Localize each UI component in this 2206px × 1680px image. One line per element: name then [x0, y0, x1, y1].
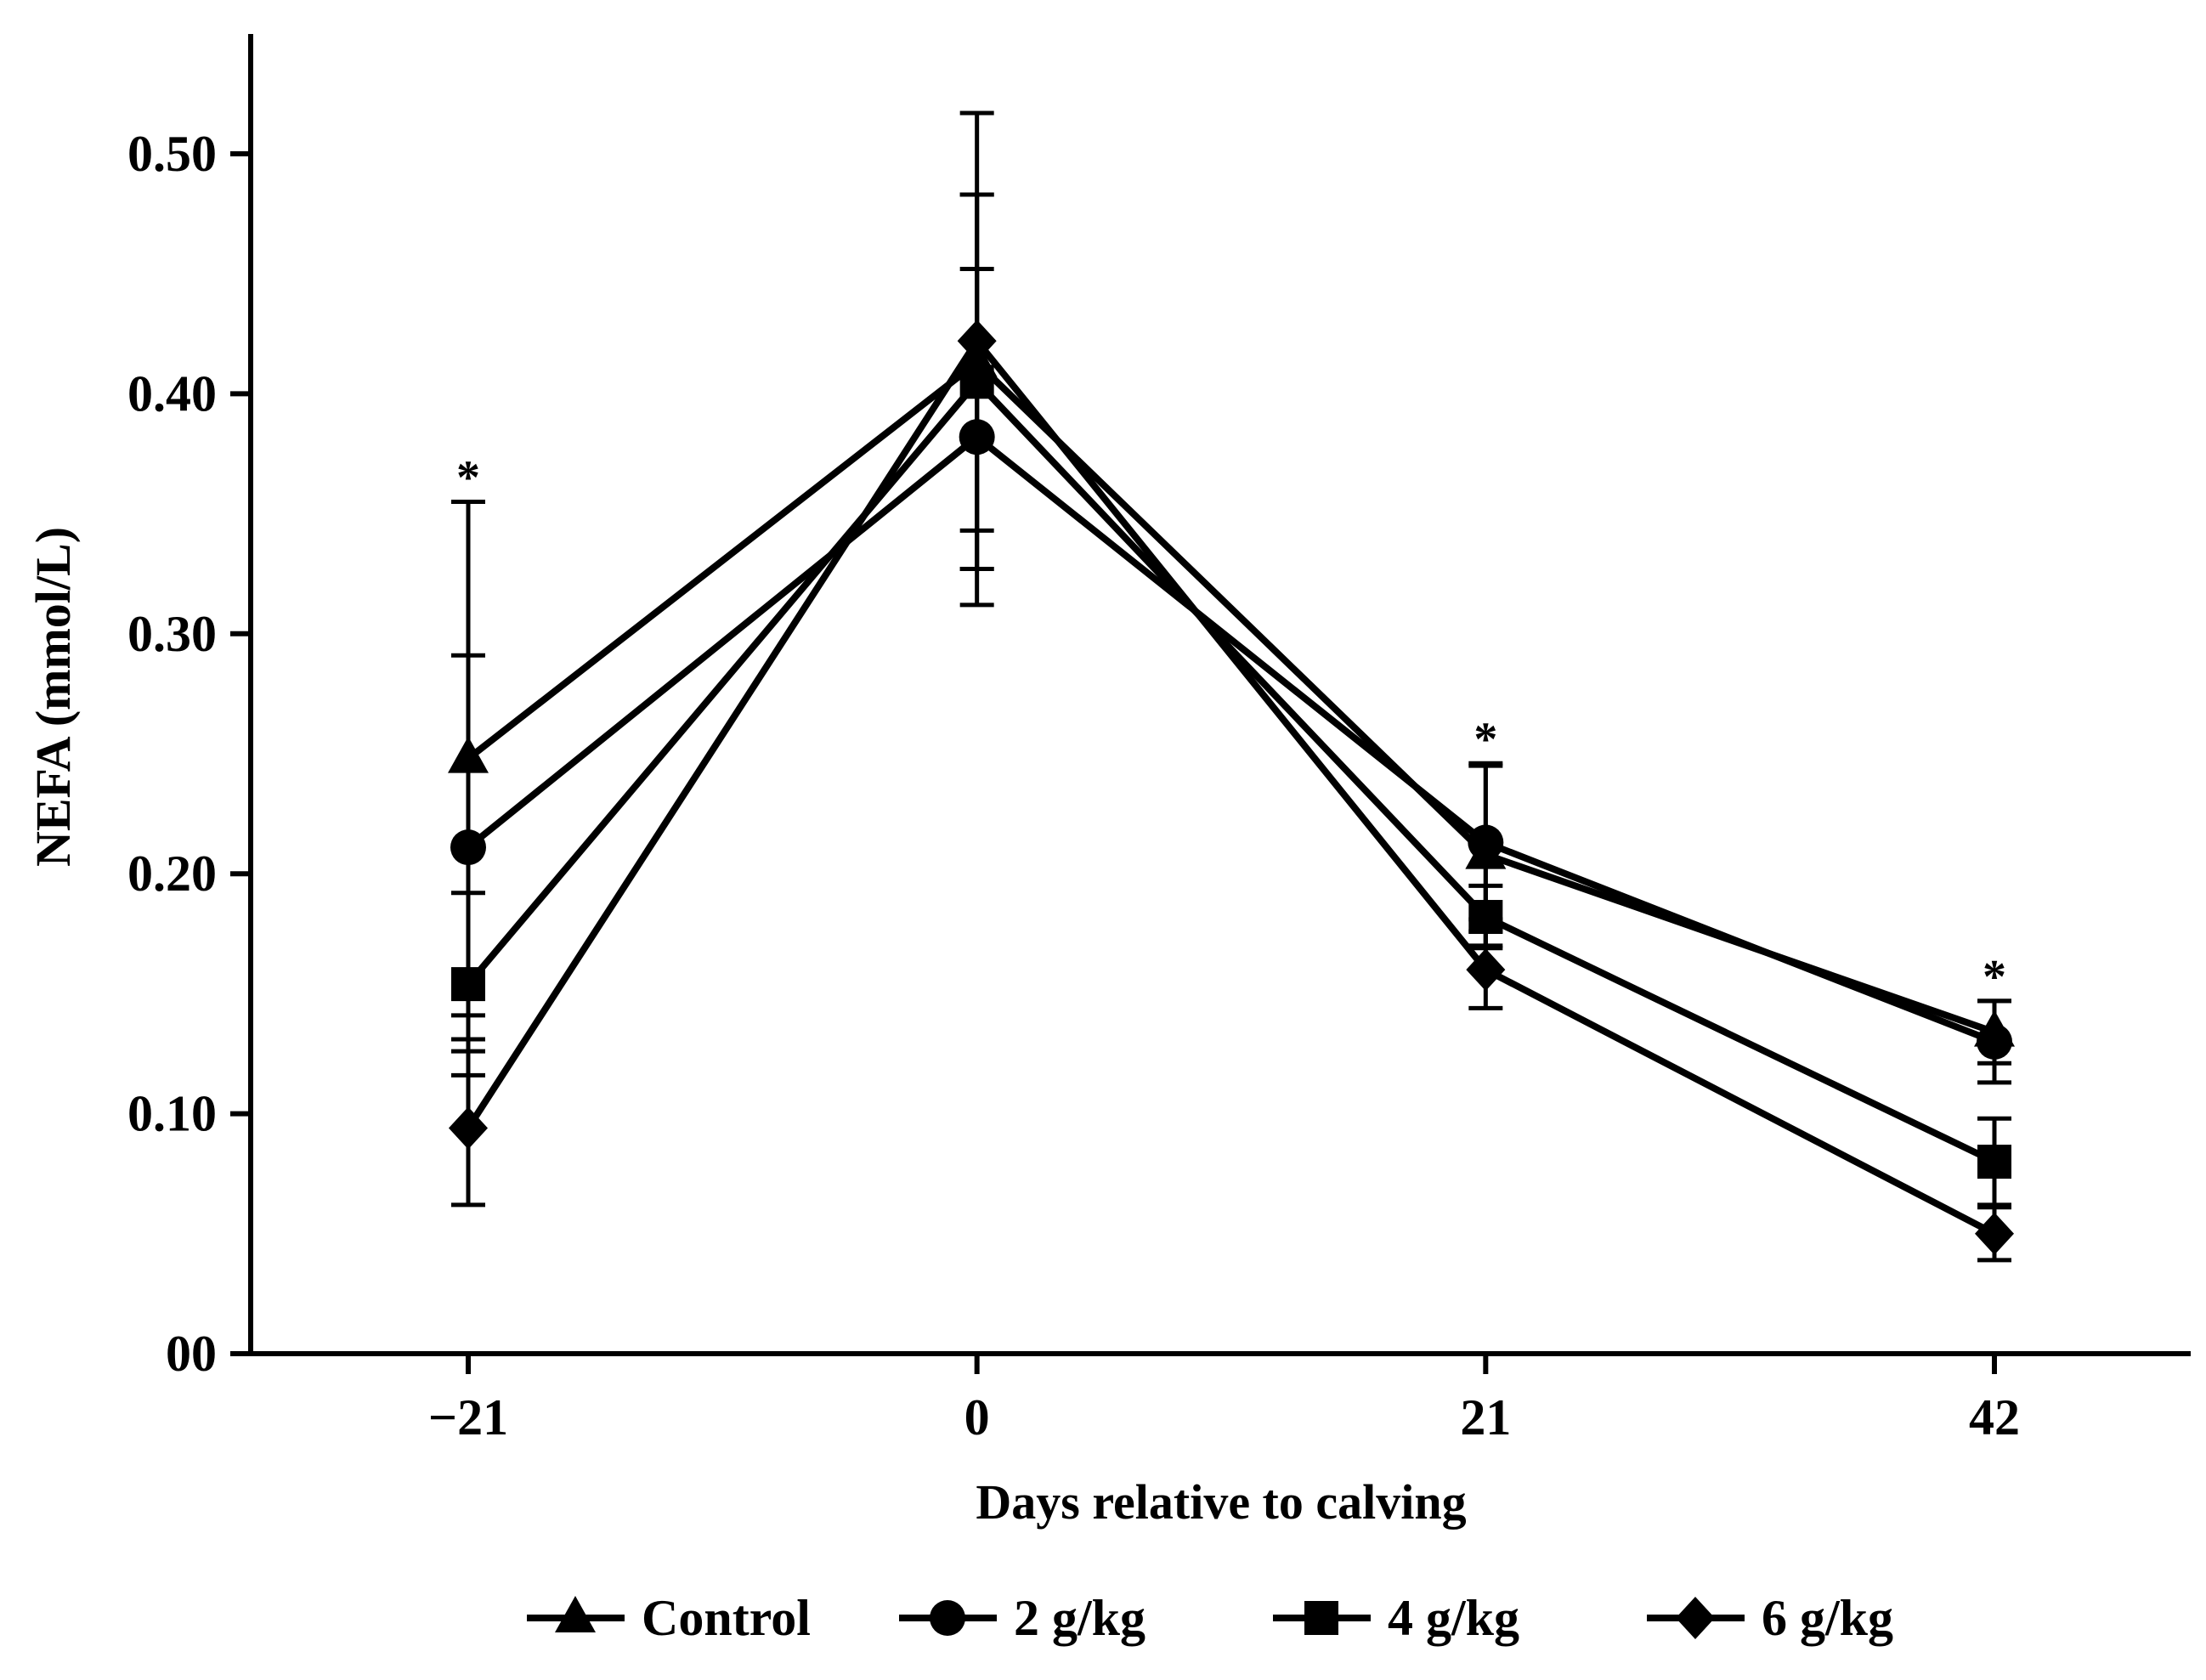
series-diamond [449, 110, 2014, 1263]
data-point [1977, 1145, 2011, 1179]
y-tick-label: 0.30 [127, 606, 217, 662]
data-point [451, 967, 485, 1002]
x-tick-label: 0 [964, 1389, 990, 1445]
axes: 00 0.10 0.20 0.30 0.40 0.50 −21 0 21 42 [127, 34, 2191, 1445]
legend-marker [1676, 1597, 1715, 1639]
x-axis-label: Days relative to calving [976, 1474, 1466, 1530]
legend-item-diamond: 6 g/kg [1647, 1590, 1893, 1646]
y-axis-label: NEFA (mmol/L) [25, 527, 81, 867]
legend-marker [930, 1600, 965, 1636]
y-tick-label: 0.40 [127, 365, 217, 421]
y-tick-label: 00 [166, 1326, 217, 1382]
series-triangle [448, 192, 2015, 1066]
series-line [466, 358, 1996, 1036]
legend-marker [555, 1596, 596, 1632]
y-tick-label: 0.50 [127, 126, 217, 182]
data-point [1468, 900, 1503, 935]
legend-item-triangle: Control [527, 1590, 811, 1646]
legend-item-square: 4 g/kg [1273, 1590, 1519, 1646]
x-tick-label: −21 [428, 1389, 508, 1445]
data-point [449, 1106, 488, 1150]
y-tick-label: 0.20 [127, 846, 217, 902]
series-line [466, 433, 1996, 1045]
data-point [450, 829, 486, 866]
data-point [1975, 1212, 2014, 1255]
series-square [451, 192, 2011, 1208]
legend-item-circle: 2 g/kg [899, 1590, 1145, 1646]
significance-star: * [456, 451, 480, 504]
legend-marker [1304, 1601, 1338, 1635]
data-point [1466, 948, 1506, 992]
legend-label: Control [642, 1590, 811, 1646]
x-tick-label: 21 [1460, 1389, 1511, 1445]
legend: Control 2 g/kg 4 g/kg 6 g/kg [527, 1590, 1893, 1646]
legend-label: 6 g/kg [1762, 1590, 1893, 1646]
significance-star: * [1983, 951, 2006, 1004]
data-point [957, 320, 997, 363]
data-point [1468, 824, 1504, 861]
y-tick-label: 0.10 [127, 1086, 217, 1142]
data-point [1977, 1023, 2012, 1060]
x-tick-label: 42 [1969, 1389, 2020, 1445]
legend-label: 4 g/kg [1388, 1590, 1519, 1646]
series-line [465, 335, 1996, 1237]
series-line [465, 376, 1996, 1165]
legend-label: 2 g/kg [1014, 1590, 1145, 1646]
significance-star: * [1473, 713, 1497, 766]
series-circle [450, 267, 2012, 1085]
series-layer: * * * [448, 110, 2015, 1263]
